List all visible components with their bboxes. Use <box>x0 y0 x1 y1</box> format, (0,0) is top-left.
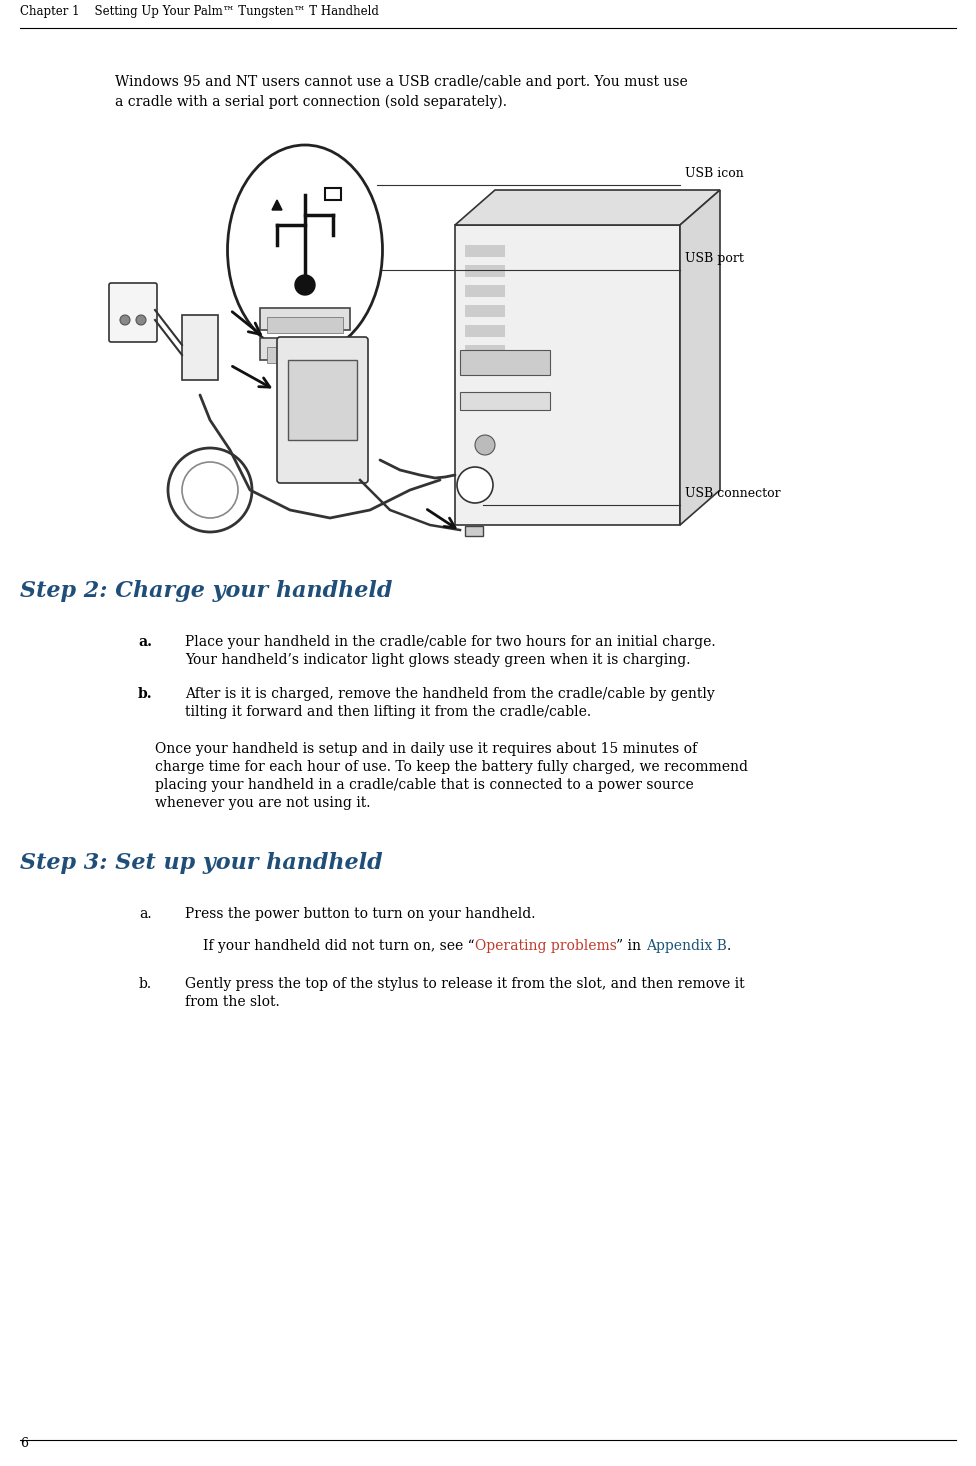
FancyBboxPatch shape <box>260 339 350 361</box>
Text: Chapter 1    Setting Up Your Palm™ Tungsten™ T Handheld: Chapter 1 Setting Up Your Palm™ Tungsten… <box>20 4 379 18</box>
FancyBboxPatch shape <box>460 391 550 410</box>
Circle shape <box>475 435 495 454</box>
Text: Your handheld’s indicator light glows steady green when it is charging.: Your handheld’s indicator light glows st… <box>185 652 690 667</box>
Text: USB port: USB port <box>685 252 744 265</box>
Text: placing your handheld in a cradle/cable that is connected to a power source: placing your handheld in a cradle/cable … <box>155 778 694 792</box>
Text: a.: a. <box>138 635 152 649</box>
Text: Press the power button to turn on your handheld.: Press the power button to turn on your h… <box>185 907 536 921</box>
Text: whenever you are not using it.: whenever you are not using it. <box>155 796 371 811</box>
FancyBboxPatch shape <box>267 317 343 333</box>
FancyBboxPatch shape <box>288 361 357 440</box>
Text: After is it is charged, remove the handheld from the cradle/cable by gently: After is it is charged, remove the handh… <box>185 688 714 701</box>
Circle shape <box>120 315 130 325</box>
FancyBboxPatch shape <box>455 224 680 525</box>
Text: .: . <box>727 940 731 953</box>
Polygon shape <box>272 199 282 210</box>
Polygon shape <box>465 284 505 298</box>
Text: Once your handheld is setup and in daily use it requires about 15 minutes of: Once your handheld is setup and in daily… <box>155 742 697 756</box>
FancyBboxPatch shape <box>460 350 550 375</box>
FancyBboxPatch shape <box>109 283 157 342</box>
Circle shape <box>457 468 493 503</box>
Text: Gently press the top of the stylus to release it from the slot, and then remove : Gently press the top of the stylus to re… <box>185 976 745 991</box>
Polygon shape <box>455 191 720 224</box>
FancyBboxPatch shape <box>465 526 483 537</box>
Polygon shape <box>465 345 505 358</box>
Ellipse shape <box>227 145 383 355</box>
FancyBboxPatch shape <box>182 315 218 380</box>
Polygon shape <box>465 305 505 317</box>
Text: Place your handheld in the cradle/cable for two hours for an initial charge.: Place your handheld in the cradle/cable … <box>185 635 715 649</box>
Text: charge time for each hour of use. To keep the battery fully charged, we recommen: charge time for each hour of use. To kee… <box>155 759 748 774</box>
FancyBboxPatch shape <box>325 188 341 199</box>
Text: b.: b. <box>139 976 152 991</box>
Text: If your handheld did not turn on, see “: If your handheld did not turn on, see “ <box>203 940 474 953</box>
Text: a.: a. <box>140 907 152 921</box>
Text: Step 3: Set up your handheld: Step 3: Set up your handheld <box>20 852 383 874</box>
FancyBboxPatch shape <box>267 347 343 364</box>
Text: USB connector: USB connector <box>685 487 781 500</box>
Polygon shape <box>465 265 505 277</box>
Circle shape <box>295 276 315 295</box>
Text: USB icon: USB icon <box>685 167 744 180</box>
Text: Operating problems: Operating problems <box>474 940 617 953</box>
FancyBboxPatch shape <box>277 337 368 482</box>
Text: ” in: ” in <box>617 940 646 953</box>
Text: b.: b. <box>138 688 152 701</box>
Text: a cradle with a serial port connection (sold separately).: a cradle with a serial port connection (… <box>115 95 507 110</box>
Polygon shape <box>465 245 505 257</box>
Text: Step 2: Charge your handheld: Step 2: Charge your handheld <box>20 581 392 603</box>
Text: 6: 6 <box>20 1437 28 1450</box>
Text: Windows 95 and NT users cannot use a USB cradle/cable and port. You must use: Windows 95 and NT users cannot use a USB… <box>115 75 688 89</box>
Circle shape <box>136 315 146 325</box>
Text: Appendix B: Appendix B <box>646 940 727 953</box>
Polygon shape <box>465 325 505 337</box>
FancyBboxPatch shape <box>260 308 350 330</box>
Text: from the slot.: from the slot. <box>185 995 280 1009</box>
Polygon shape <box>680 191 720 525</box>
Text: tilting it forward and then lifting it from the cradle/cable.: tilting it forward and then lifting it f… <box>185 705 591 718</box>
